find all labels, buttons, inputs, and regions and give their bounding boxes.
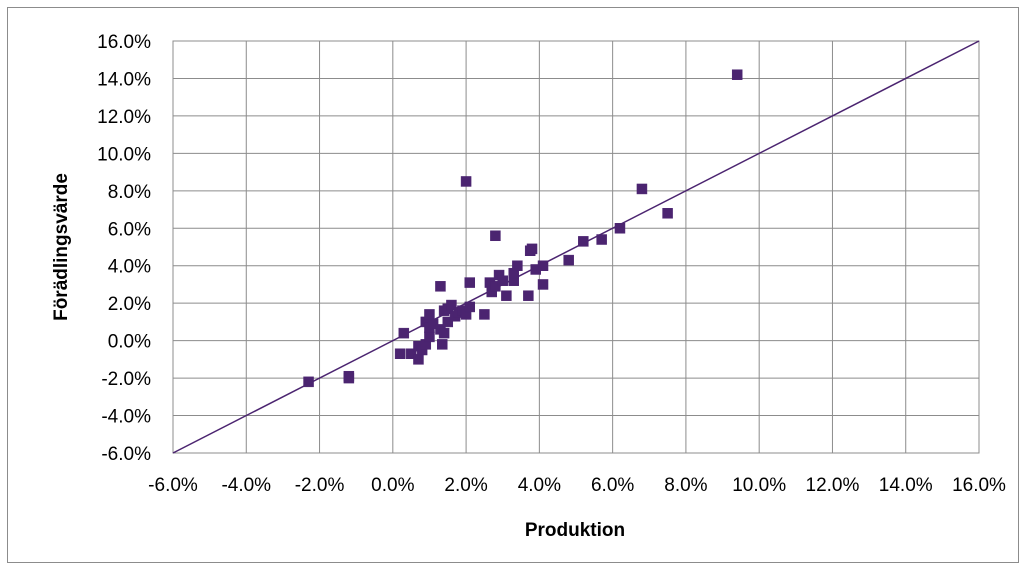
plot-border xyxy=(172,40,980,454)
data-point xyxy=(490,230,501,242)
data-point xyxy=(343,372,355,384)
x-tick-label: -6.0% xyxy=(148,475,198,496)
data-point xyxy=(497,275,508,286)
data-point xyxy=(596,234,607,245)
x-tick-label: 8.0% xyxy=(664,475,707,496)
data-point xyxy=(479,309,490,320)
data-point xyxy=(413,354,424,365)
y-tick-label: 0.0% xyxy=(108,332,151,353)
y-tick-label: 12.0% xyxy=(97,107,151,128)
reference-line xyxy=(172,40,980,454)
data-point xyxy=(537,279,549,290)
reference-line-group xyxy=(172,40,980,454)
data-point xyxy=(563,254,574,266)
data-point xyxy=(460,176,472,187)
data-point xyxy=(442,316,454,328)
data-point xyxy=(464,277,476,288)
data-point xyxy=(578,236,589,247)
x-tick-label: 2.0% xyxy=(444,475,487,496)
data-point xyxy=(490,281,501,292)
x-tick-label: 14.0% xyxy=(879,475,933,496)
x-tick-label: 10.0% xyxy=(732,475,786,496)
data-point xyxy=(446,299,457,311)
data-point xyxy=(424,331,435,343)
data-point xyxy=(526,243,538,255)
data-point xyxy=(662,208,673,219)
y-tick-label: -2.0% xyxy=(101,369,151,390)
x-tick-label: 4.0% xyxy=(518,475,561,496)
x-tick-label: 0.0% xyxy=(371,475,414,496)
y-axis-title: Förädlingsvärde xyxy=(51,173,72,321)
y-tick-labels: -6.0% -4.0% -2.0% 0.0% 2.0% 4.0% 6.0% 8.0% 10.0%… xyxy=(97,32,151,465)
data-point xyxy=(636,183,648,195)
data-points xyxy=(303,69,743,388)
y-tick-label: 8.0% xyxy=(108,182,151,203)
data-point xyxy=(731,69,743,80)
data-point xyxy=(435,281,446,292)
data-point xyxy=(501,290,512,301)
data-point xyxy=(303,376,314,388)
y-tick-label: 4.0% xyxy=(108,257,151,278)
data-point xyxy=(614,223,626,234)
data-point xyxy=(512,260,523,271)
y-tick-label: 2.0% xyxy=(108,294,151,315)
y-tick-label: -4.0% xyxy=(101,407,151,428)
x-tick-labels: -6.0% -4.0% -2.0% 0.0% 2.0% 4.0% 6.0% 8.0% 10.0%… xyxy=(148,475,1006,496)
data-point xyxy=(464,301,476,313)
data-point xyxy=(405,348,417,359)
x-tick-label: 16.0% xyxy=(952,475,1006,496)
data-point xyxy=(427,318,439,330)
y-tick-label: 10.0% xyxy=(97,144,151,165)
plot-area-border xyxy=(172,40,980,454)
x-tick-label: 6.0% xyxy=(591,475,634,496)
x-tick-label: -4.0% xyxy=(221,475,271,496)
y-tick-label: 14.0% xyxy=(97,69,151,90)
x-axis-title: Produktion xyxy=(525,520,625,541)
data-point xyxy=(523,290,534,301)
data-point xyxy=(424,309,435,320)
x-tick-label: 12.0% xyxy=(806,475,860,496)
data-point xyxy=(438,327,450,339)
data-point xyxy=(398,327,410,339)
data-point xyxy=(537,260,549,271)
y-tick-label: 6.0% xyxy=(108,219,151,240)
data-point xyxy=(394,348,406,359)
x-tick-label: -2.0% xyxy=(295,475,345,496)
data-point xyxy=(437,339,448,350)
y-tick-label: -6.0% xyxy=(101,444,151,465)
y-tick-label: 16.0% xyxy=(97,32,151,53)
